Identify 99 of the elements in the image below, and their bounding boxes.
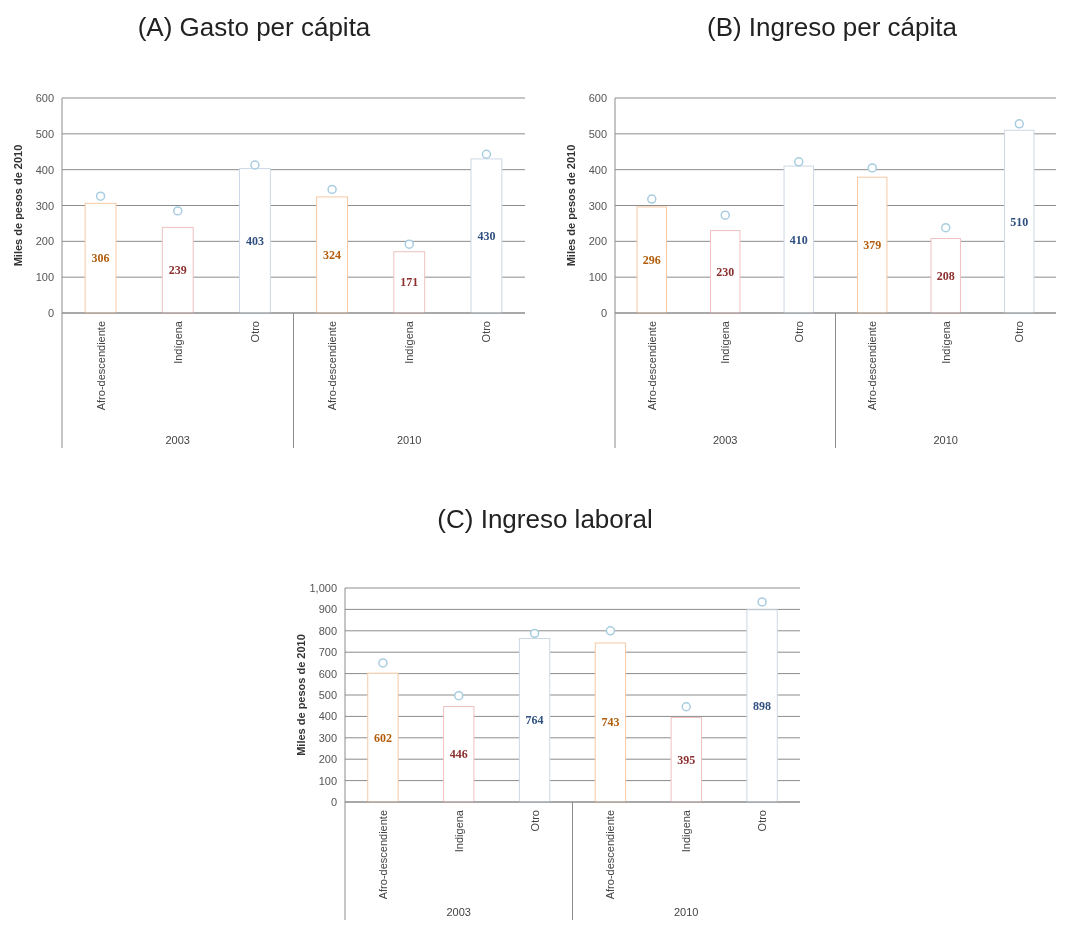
data-label: 208 xyxy=(936,268,955,283)
point xyxy=(173,206,183,216)
point xyxy=(647,194,657,204)
point xyxy=(681,702,691,712)
x-tick-label: Afro-descendiente xyxy=(326,321,339,411)
point xyxy=(378,658,388,668)
x-tick-label: Otro xyxy=(248,321,261,343)
point xyxy=(720,210,730,220)
data-label: 743 xyxy=(601,715,620,730)
point xyxy=(757,597,767,607)
x-tick-label: Afro-descendiente xyxy=(645,321,658,411)
data-label: 296 xyxy=(642,252,661,267)
bar xyxy=(857,176,888,314)
x-tick-label: Afro-descendiente xyxy=(866,321,879,411)
data-label: 395 xyxy=(677,752,696,767)
point xyxy=(454,690,464,701)
y-axis-title: Miles de pesos de 2010 xyxy=(295,634,307,756)
chart-title: (A) Gasto per cápita xyxy=(137,12,371,42)
y-tick-label: 0 xyxy=(330,796,337,808)
point xyxy=(481,149,492,159)
y-tick-label: 900 xyxy=(318,603,337,616)
text: 2003 xyxy=(713,434,738,446)
point xyxy=(95,191,106,201)
point xyxy=(605,626,616,636)
point xyxy=(404,239,414,249)
y-tick-label: 800 xyxy=(318,624,337,637)
x-tick-label: Afro-descendiente xyxy=(376,810,389,900)
data-label: 239 xyxy=(168,263,187,278)
x-tick-label: Indigena xyxy=(680,809,693,853)
text: 2003 xyxy=(446,906,471,918)
y-tick-label: 1,000 xyxy=(309,582,337,594)
point xyxy=(867,163,877,173)
data-label: 510 xyxy=(1010,214,1029,229)
data-label: 403 xyxy=(245,233,264,248)
y-tick-label: 100 xyxy=(35,271,54,284)
y-tick-label: 400 xyxy=(35,163,54,176)
point xyxy=(1014,119,1024,129)
x-tick-label: Indigena xyxy=(452,809,465,853)
x-tick-label: Otro xyxy=(792,321,805,343)
y-tick-label: 400 xyxy=(318,710,337,723)
x-tick-label: Indígena xyxy=(939,320,952,364)
text: 2010 xyxy=(933,434,958,446)
data-label: 230 xyxy=(716,264,735,279)
y-tick-label: 600 xyxy=(588,92,607,104)
y-tick-label: 100 xyxy=(318,774,337,787)
bar xyxy=(710,230,741,314)
y-tick-label: 500 xyxy=(588,127,607,140)
data-label: 602 xyxy=(373,730,392,745)
x-tick-label: Indígena xyxy=(403,320,416,364)
bar xyxy=(594,642,627,803)
y-axis-title: Miles de pesos de 2010 xyxy=(12,144,24,267)
data-label: 171 xyxy=(400,275,419,290)
y-tick-label: 200 xyxy=(35,235,54,248)
data-label: 410 xyxy=(789,232,808,247)
data-label: 898 xyxy=(753,698,772,713)
point xyxy=(327,184,337,195)
bar xyxy=(161,226,194,314)
data-label: 379 xyxy=(863,238,882,253)
y-tick-label: 200 xyxy=(318,753,337,766)
y-tick-label: 200 xyxy=(588,235,607,248)
x-tick-label: Otro xyxy=(480,321,493,343)
y-tick-label: 300 xyxy=(318,731,337,744)
x-tick-label: Afro-descendiente xyxy=(94,321,107,411)
bar xyxy=(367,672,399,803)
chart-title: (C) Ingreso laboral xyxy=(437,504,653,534)
y-tick-label: 0 xyxy=(600,307,607,319)
y-tick-label: 500 xyxy=(318,689,337,701)
bar xyxy=(670,716,702,803)
point xyxy=(794,157,804,167)
bar xyxy=(930,237,961,314)
data-label: 324 xyxy=(323,247,342,262)
data-label: 446 xyxy=(449,747,468,762)
y-tick-label: 600 xyxy=(35,92,54,104)
x-tick-label: Indígena xyxy=(719,320,732,364)
y-tick-label: 400 xyxy=(588,163,607,176)
y-tick-label: 100 xyxy=(588,271,607,284)
x-tick-label: Otro xyxy=(528,810,541,832)
x-tick-label: Afro-descendiente xyxy=(604,810,617,900)
point xyxy=(941,222,951,233)
text: 2010 xyxy=(397,434,422,446)
y-tick-label: 500 xyxy=(35,127,54,140)
y-tick-label: 700 xyxy=(318,646,337,659)
y-tick-label: 300 xyxy=(35,199,54,212)
y-tick-label: 300 xyxy=(588,199,607,212)
x-tick-label: Otro xyxy=(1013,321,1026,343)
text: 2003 xyxy=(165,434,190,446)
y-axis-title: Miles de pesos de 2010 xyxy=(565,144,577,267)
point xyxy=(250,160,260,170)
data-label: 430 xyxy=(477,228,496,243)
bar xyxy=(443,706,475,803)
chart-title: (B) Ingreso per cápita xyxy=(706,12,958,42)
y-tick-label: 600 xyxy=(318,667,337,680)
x-tick-label: Indígena xyxy=(171,320,184,364)
y-tick-label: 0 xyxy=(47,307,54,319)
text: 2010 xyxy=(674,906,699,918)
x-tick-label: Otro xyxy=(756,810,769,832)
point xyxy=(529,628,540,639)
data-label: 306 xyxy=(91,251,110,266)
data-label: 764 xyxy=(525,713,544,728)
